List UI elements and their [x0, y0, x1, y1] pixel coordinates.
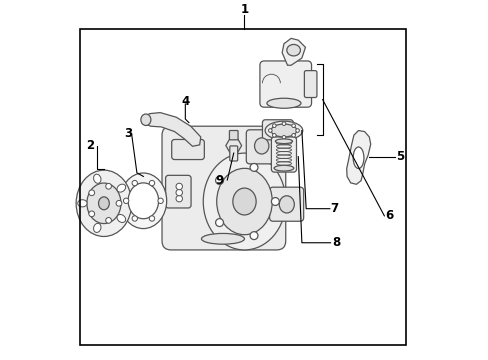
Circle shape	[268, 129, 271, 132]
Ellipse shape	[87, 183, 121, 224]
Ellipse shape	[99, 197, 109, 210]
Polygon shape	[143, 113, 201, 146]
Ellipse shape	[232, 188, 256, 215]
Text: 9: 9	[215, 174, 223, 186]
Circle shape	[282, 122, 285, 126]
Ellipse shape	[216, 168, 272, 235]
Text: 3: 3	[123, 127, 132, 140]
Circle shape	[272, 124, 276, 127]
Circle shape	[215, 176, 223, 184]
Circle shape	[116, 201, 122, 206]
Circle shape	[291, 124, 295, 127]
Ellipse shape	[128, 183, 158, 219]
Ellipse shape	[264, 121, 302, 140]
Circle shape	[105, 183, 111, 189]
Ellipse shape	[266, 98, 301, 108]
Circle shape	[291, 134, 295, 137]
Text: 7: 7	[329, 202, 338, 215]
Circle shape	[158, 198, 163, 203]
Polygon shape	[282, 39, 305, 65]
Circle shape	[176, 183, 182, 190]
FancyBboxPatch shape	[262, 120, 293, 140]
Polygon shape	[346, 131, 370, 184]
Ellipse shape	[201, 233, 244, 244]
Ellipse shape	[279, 196, 294, 213]
FancyBboxPatch shape	[171, 139, 204, 159]
Ellipse shape	[203, 153, 285, 250]
Ellipse shape	[76, 170, 131, 237]
Circle shape	[215, 219, 223, 226]
FancyBboxPatch shape	[229, 146, 237, 161]
Ellipse shape	[352, 147, 363, 168]
Circle shape	[89, 211, 94, 217]
Ellipse shape	[117, 215, 125, 222]
FancyBboxPatch shape	[229, 131, 238, 140]
Circle shape	[105, 217, 111, 223]
Circle shape	[132, 180, 137, 186]
Circle shape	[149, 180, 154, 186]
Ellipse shape	[270, 124, 296, 137]
Ellipse shape	[120, 173, 166, 229]
Text: 1: 1	[240, 3, 248, 16]
Circle shape	[282, 135, 285, 139]
Circle shape	[89, 190, 94, 195]
Ellipse shape	[254, 138, 268, 154]
FancyBboxPatch shape	[162, 126, 285, 250]
Circle shape	[295, 129, 299, 132]
Ellipse shape	[286, 44, 300, 56]
Ellipse shape	[78, 200, 87, 207]
FancyBboxPatch shape	[260, 61, 311, 107]
Circle shape	[149, 216, 154, 221]
Text: 5: 5	[396, 150, 404, 163]
Circle shape	[132, 216, 137, 221]
Ellipse shape	[274, 165, 293, 171]
Bar	[80, 30, 405, 345]
Circle shape	[271, 198, 279, 206]
Circle shape	[176, 195, 182, 202]
FancyBboxPatch shape	[165, 175, 191, 208]
Circle shape	[123, 198, 128, 203]
Circle shape	[176, 189, 182, 196]
FancyBboxPatch shape	[246, 130, 276, 164]
Ellipse shape	[141, 114, 151, 126]
Ellipse shape	[93, 174, 101, 183]
Circle shape	[272, 134, 276, 137]
Ellipse shape	[93, 223, 101, 233]
Circle shape	[249, 232, 258, 239]
Ellipse shape	[117, 184, 125, 192]
FancyBboxPatch shape	[304, 71, 316, 98]
Circle shape	[249, 163, 258, 171]
FancyBboxPatch shape	[269, 187, 303, 221]
Text: 6: 6	[385, 210, 393, 222]
Text: 8: 8	[331, 236, 339, 249]
Text: 2: 2	[86, 139, 94, 152]
Ellipse shape	[275, 139, 292, 144]
Text: 4: 4	[181, 95, 189, 108]
FancyBboxPatch shape	[271, 137, 296, 172]
